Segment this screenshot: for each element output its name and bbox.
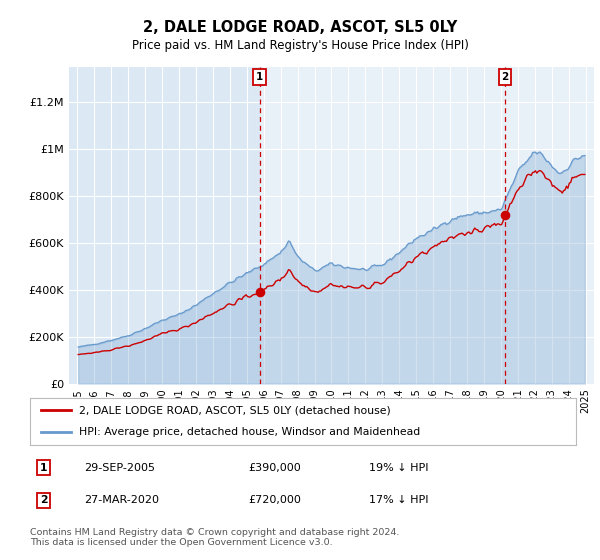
Point bbox=[500, 211, 510, 220]
Text: Contains HM Land Registry data © Crown copyright and database right 2024.
This d: Contains HM Land Registry data © Crown c… bbox=[30, 528, 400, 547]
Text: 17% ↓ HPI: 17% ↓ HPI bbox=[368, 495, 428, 505]
Point bbox=[255, 288, 265, 297]
Text: 29-SEP-2005: 29-SEP-2005 bbox=[85, 463, 155, 473]
Text: 2: 2 bbox=[502, 72, 509, 82]
Text: 27-MAR-2020: 27-MAR-2020 bbox=[85, 495, 160, 505]
Text: 2, DALE LODGE ROAD, ASCOT, SL5 0LY: 2, DALE LODGE ROAD, ASCOT, SL5 0LY bbox=[143, 20, 457, 35]
Text: HPI: Average price, detached house, Windsor and Maidenhead: HPI: Average price, detached house, Wind… bbox=[79, 427, 421, 437]
Text: 1: 1 bbox=[40, 463, 47, 473]
Bar bbox=[260, 67, 594, 384]
Text: Price paid vs. HM Land Registry's House Price Index (HPI): Price paid vs. HM Land Registry's House … bbox=[131, 39, 469, 52]
Text: 2, DALE LODGE ROAD, ASCOT, SL5 0LY (detached house): 2, DALE LODGE ROAD, ASCOT, SL5 0LY (deta… bbox=[79, 405, 391, 416]
Text: 19% ↓ HPI: 19% ↓ HPI bbox=[368, 463, 428, 473]
Text: 1: 1 bbox=[256, 72, 263, 82]
Text: £720,000: £720,000 bbox=[248, 495, 301, 505]
Text: 2: 2 bbox=[40, 495, 47, 505]
Text: £390,000: £390,000 bbox=[248, 463, 301, 473]
